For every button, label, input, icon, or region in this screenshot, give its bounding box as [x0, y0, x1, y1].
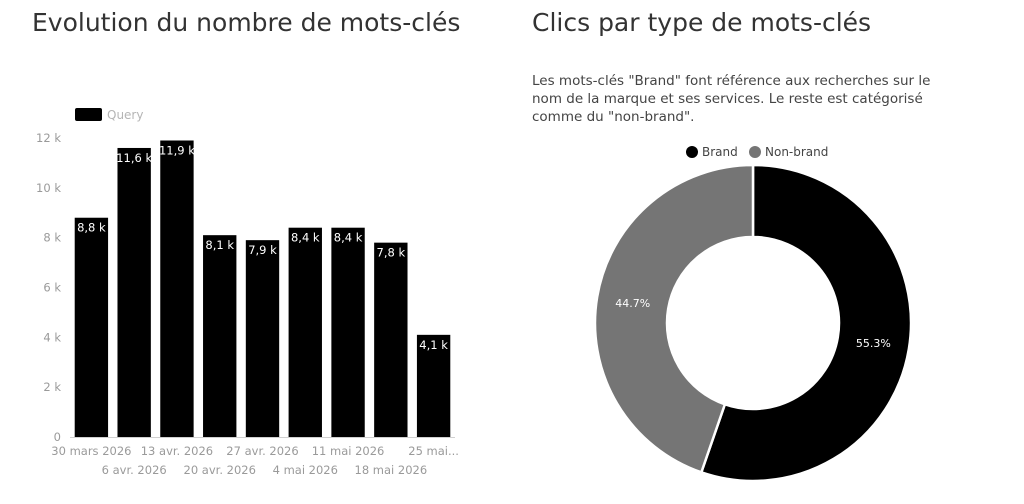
legend-label-brand: Brand [702, 145, 738, 159]
bar-6[interactable] [288, 227, 322, 437]
x-tick-label: 27 avr. 2026 [226, 444, 298, 458]
x-tick-label: 25 mai... [408, 444, 459, 458]
donut-chart-description: Les mots-clés "Brand" font référence aux… [532, 73, 931, 125]
bar-3[interactable] [160, 140, 194, 437]
x-tick-label: 30 mars 2026 [51, 444, 131, 458]
x-tick-label: 4 mai 2026 [273, 463, 338, 477]
legend-swatch-query [75, 108, 102, 121]
legend-label-non-brand: Non-brand [765, 145, 828, 159]
bar-2[interactable] [117, 147, 151, 437]
bar-1[interactable] [74, 217, 109, 437]
bar-5[interactable] [245, 240, 280, 437]
donut-chart-title: Clics par type de mots-clés [532, 8, 872, 37]
donut-slice-brand[interactable] [699, 163, 913, 483]
donut-slice-label: 44.7% [615, 297, 650, 310]
x-tick-label: 20 avr. 2026 [184, 463, 256, 477]
bar-7[interactable] [331, 227, 365, 437]
keyword-bar-chart: Query 0 2 k 4 k 6 k 8 k 10 k 12 k 8,8 k 30 mars 2… [36, 108, 459, 477]
bar-4[interactable] [203, 235, 237, 437]
y-tick-label: 0 [54, 430, 61, 444]
bar-data-label: 11,9 k [159, 143, 195, 157]
bar-chart-title: Evolution du nombre de mots-clés [32, 8, 461, 37]
bar-data-label: 8,1 k [205, 238, 234, 252]
bar-data-label: 8,4 k [334, 231, 363, 245]
bar-data-label: 11,6 k [116, 151, 152, 165]
y-tick-label: 2 k [43, 380, 61, 394]
bar-8[interactable] [374, 242, 408, 437]
legend-dot-non-brand [749, 146, 761, 158]
x-tick-label: 18 mai 2026 [355, 463, 428, 477]
clicks-donut-chart: Brand Non-brand 55.3% 44.7% [593, 145, 913, 483]
bar-data-label: 7,9 k [248, 243, 277, 257]
legend-label-query: Query [107, 108, 143, 122]
bar-data-label: 4,1 k [419, 338, 448, 352]
y-tick-label: 10 k [36, 181, 61, 195]
x-tick-label: 6 avr. 2026 [102, 463, 167, 477]
bar-data-label: 7,8 k [377, 246, 406, 260]
y-tick-label: 8 k [43, 231, 61, 245]
x-tick-label: 13 avr. 2026 [141, 444, 213, 458]
y-tick-label: 4 k [43, 330, 61, 344]
legend-dot-brand [686, 146, 698, 158]
y-tick-label: 12 k [36, 131, 61, 145]
bar-data-label: 8,8 k [77, 221, 106, 235]
bar-data-label: 8,4 k [291, 231, 320, 245]
donut-slice-non-brand[interactable] [593, 163, 755, 474]
donut-slice-label: 55.3% [856, 337, 891, 350]
y-tick-label: 6 k [43, 281, 61, 295]
x-tick-label: 11 mai 2026 [312, 444, 385, 458]
bar-9[interactable] [416, 334, 451, 437]
